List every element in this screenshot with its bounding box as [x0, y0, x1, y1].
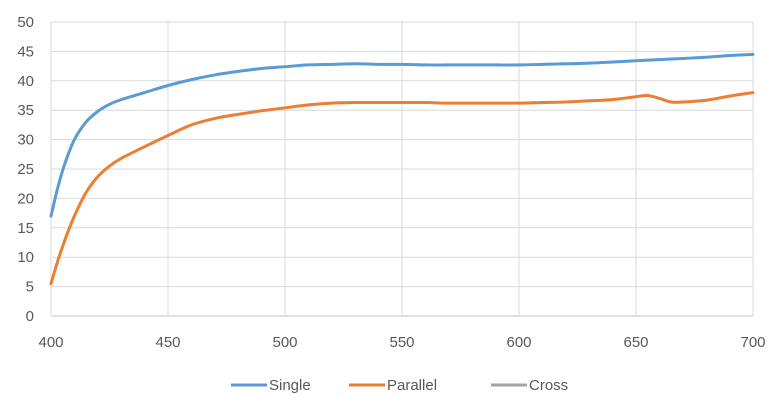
y-tick-label: 25 — [17, 161, 34, 178]
y-tick-label: 45 — [17, 43, 34, 60]
y-tick-label: 40 — [17, 73, 34, 90]
legend-label: Parallel — [387, 377, 437, 394]
series-line-parallel — [49, 91, 755, 286]
grid — [50, 21, 754, 317]
x-tick-label: 650 — [623, 334, 648, 351]
legend: Single Parallel Cross — [231, 377, 568, 394]
legend-label: Single — [269, 377, 311, 394]
y-tick-label: 50 — [17, 14, 34, 31]
legend-item-single: Single — [231, 377, 311, 394]
x-tick-label: 700 — [740, 334, 765, 351]
series-lines — [49, 52, 755, 286]
legend-item-cross: Cross — [491, 377, 568, 394]
y-tick-label: 35 — [17, 102, 34, 119]
y-tick-label: 20 — [17, 190, 34, 207]
y-tick-label: 30 — [17, 132, 34, 149]
y-tick-label: 5 — [26, 279, 34, 296]
x-tick-label: 450 — [155, 334, 180, 351]
x-tick-label: 600 — [506, 334, 531, 351]
y-tick-label: 10 — [17, 249, 34, 266]
x-axis-ticks: 400 450 500 550 600 650 700 — [38, 334, 765, 351]
y-tick-label: 15 — [17, 220, 34, 237]
x-tick-label: 550 — [389, 334, 414, 351]
x-tick-label: 400 — [38, 334, 63, 351]
legend-item-parallel: Parallel — [349, 377, 437, 394]
series-line-single — [49, 52, 755, 218]
y-tick-label: 0 — [26, 308, 34, 325]
x-tick-label: 500 — [272, 334, 297, 351]
legend-label: Cross — [529, 377, 568, 394]
y-axis-ticks: 0 5 10 15 20 25 30 35 40 45 50 — [17, 14, 34, 325]
